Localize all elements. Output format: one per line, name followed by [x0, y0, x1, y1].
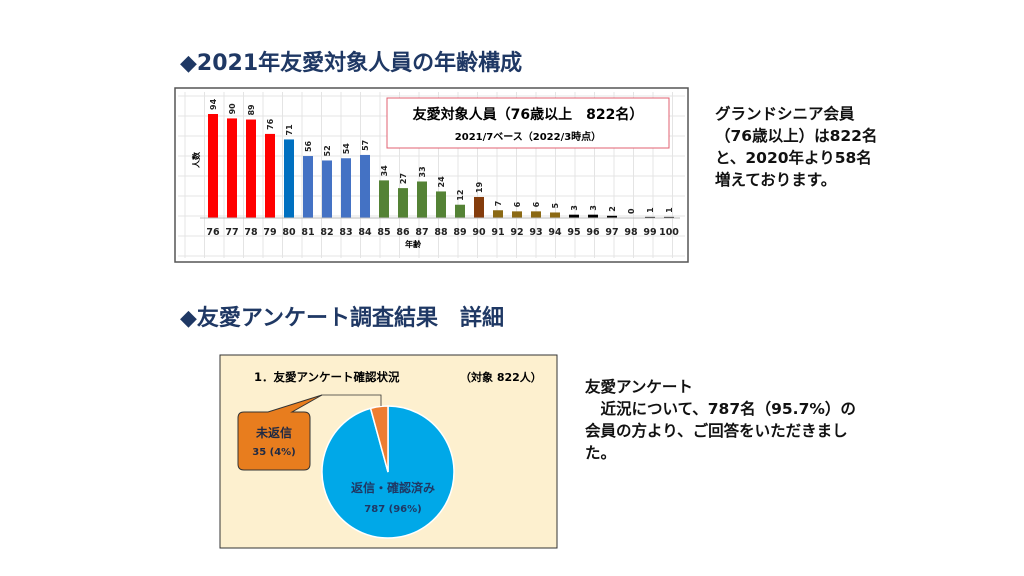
bar-95	[569, 214, 579, 218]
data-label: 7	[494, 201, 503, 207]
x-tick-label: 97	[605, 227, 618, 238]
data-label: 52	[323, 145, 332, 156]
data-label: 89	[247, 104, 256, 116]
x-tick-label: 90	[472, 227, 486, 238]
legend-box	[386, 97, 670, 149]
x-tick-label: 77	[225, 227, 238, 238]
data-label: 3	[589, 205, 598, 211]
data-label: 24	[437, 176, 446, 188]
data-label: 12	[456, 190, 465, 201]
callout-box	[237, 394, 323, 471]
survey-pie-chart: 1．友愛アンケート確認状況 （対象 822人） 返信・確認済み 787 (96%) 未返…	[219, 354, 558, 549]
bar-91	[493, 210, 503, 218]
y-axis-label: 人数	[191, 151, 201, 168]
x-tick-label: 89	[453, 227, 466, 238]
data-label: 3	[570, 205, 579, 211]
x-tick-label: 94	[548, 227, 562, 238]
callout-name: 未返信	[255, 425, 292, 440]
age-bar-chart: 9476907789787679718056815282548357843485…	[174, 87, 689, 263]
data-label: 19	[475, 181, 484, 193]
x-tick-label: 76	[206, 227, 220, 238]
bar-97	[607, 215, 617, 218]
bar-100	[664, 216, 674, 218]
x-tick-label: 92	[510, 227, 523, 238]
x-tick-label: 83	[339, 227, 352, 238]
x-tick-label: 88	[434, 227, 448, 238]
member-note: グランドシニア会員 （76歳以上）は822名 と、2020年より58名 増えてお…	[715, 105, 878, 189]
data-label: 33	[418, 166, 427, 177]
legend-title: 友愛対象人員（76歳以上 822名）	[413, 106, 644, 123]
data-label: 76	[266, 118, 275, 130]
bar-92	[512, 211, 522, 218]
x-tick-label: 91	[491, 227, 504, 238]
data-label: 94	[209, 98, 218, 110]
callout-value-label: 35 (4%)	[252, 447, 296, 458]
x-tick-label: 96	[586, 227, 600, 238]
bar-86	[398, 188, 408, 218]
bar-94	[550, 212, 560, 218]
x-tick-label: 84	[358, 227, 372, 238]
x-tick-label: 82	[320, 227, 333, 238]
data-label: 1	[665, 207, 674, 213]
data-label: 2	[608, 206, 617, 212]
data-label: 57	[361, 140, 370, 151]
pie-subtitle: （対象 822人）	[460, 370, 542, 384]
data-label: 71	[285, 124, 294, 136]
bar-82	[322, 160, 332, 218]
x-tick-label: 99	[643, 227, 656, 238]
x-tick-label: 86	[396, 227, 410, 238]
data-label: 34	[380, 165, 389, 177]
section2-title: ◆友愛アンケート調査結果 詳細	[180, 306, 505, 331]
x-tick-label: 87	[415, 227, 428, 238]
bar-96	[588, 214, 598, 218]
x-tick-label: 93	[529, 227, 542, 238]
slice-name: 返信・確認済み	[351, 480, 435, 495]
data-label: 54	[342, 143, 351, 155]
data-label: 5	[551, 202, 560, 208]
bar-84	[360, 154, 370, 218]
section1-title: ◆2021年友愛対象人員の年齢構成	[180, 51, 523, 76]
data-label: 1	[646, 207, 655, 213]
x-tick-label: 79	[263, 227, 276, 238]
x-tick-label: 98	[624, 227, 638, 238]
bar-80	[284, 139, 294, 218]
x-tick-label: 80	[282, 227, 296, 238]
x-tick-label: 100	[659, 227, 679, 238]
bar-87	[417, 181, 427, 218]
bar-90	[474, 196, 484, 218]
x-tick-label: 95	[567, 227, 580, 238]
data-label: 6	[513, 201, 522, 207]
bar-83	[341, 158, 351, 218]
pie-title: 1．友愛アンケート確認状況	[254, 370, 400, 384]
bar-85	[379, 180, 389, 218]
bar-81	[303, 156, 313, 218]
bar-93	[531, 211, 541, 218]
data-label: 0	[627, 208, 636, 214]
slice-value-label: 787 (96%)	[364, 504, 421, 515]
legend-subtitle: 2021/7ベース（2022/3時点）	[455, 130, 601, 143]
x-tick-label: 85	[377, 227, 390, 238]
bar-79	[265, 133, 275, 218]
bar-78	[246, 119, 256, 218]
pie-slice-1	[369, 405, 389, 473]
data-label: 56	[304, 140, 313, 152]
data-label: 90	[228, 103, 237, 115]
x-tick-label: 78	[244, 227, 258, 238]
bar-89	[455, 204, 465, 218]
survey-note: 友愛アンケート 近況について、787名（95.7%）の 会員の方より、ご回答をい…	[585, 378, 856, 462]
x-axis-label: 年齢	[405, 239, 422, 249]
bar-76	[208, 114, 218, 218]
data-label: 6	[532, 201, 541, 207]
bar-99	[645, 216, 655, 218]
x-tick-label: 81	[301, 227, 314, 238]
bar-77	[227, 118, 237, 218]
data-label: 27	[399, 173, 408, 184]
bar-88	[436, 191, 446, 218]
